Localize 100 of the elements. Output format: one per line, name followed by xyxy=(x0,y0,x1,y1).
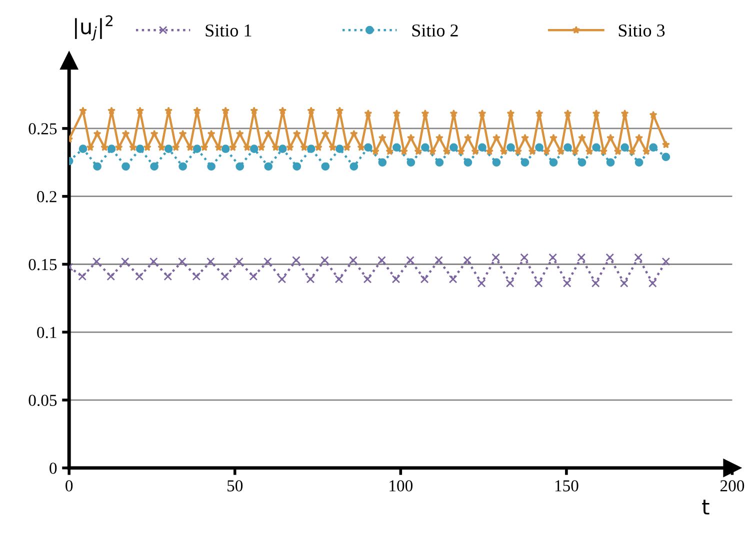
point xyxy=(421,143,430,152)
point xyxy=(350,162,358,171)
y-axis-title: |u$_{j}$|$^{2}$ xyxy=(75,15,112,41)
point xyxy=(591,279,600,288)
point xyxy=(292,256,300,264)
point xyxy=(320,256,329,264)
point xyxy=(506,279,514,288)
point xyxy=(564,143,572,152)
point xyxy=(292,162,302,171)
point xyxy=(264,162,273,171)
point xyxy=(578,158,586,167)
point xyxy=(321,162,330,171)
point xyxy=(278,144,287,153)
point xyxy=(535,143,544,152)
point xyxy=(78,272,87,281)
point xyxy=(207,162,216,171)
y-tick-label: 0.05 xyxy=(28,394,57,406)
point xyxy=(649,143,658,152)
point xyxy=(406,256,414,264)
y-tick-label: 0.25 xyxy=(28,123,57,134)
point xyxy=(548,253,558,262)
point xyxy=(364,143,372,152)
point xyxy=(192,144,202,153)
y-tick-label: 0 xyxy=(50,462,57,474)
y-tick-label: 0.15 xyxy=(28,258,57,270)
point xyxy=(549,158,558,167)
point xyxy=(592,143,600,152)
legend-label: Sitio 3 xyxy=(618,24,665,37)
point xyxy=(150,162,158,171)
point xyxy=(420,275,429,284)
point xyxy=(306,144,316,153)
point xyxy=(478,143,486,152)
point xyxy=(464,158,472,167)
point xyxy=(477,279,486,288)
point xyxy=(221,144,230,153)
point xyxy=(634,158,644,167)
point xyxy=(122,162,130,171)
point xyxy=(434,256,443,264)
point xyxy=(662,257,670,266)
point xyxy=(378,256,386,264)
point xyxy=(492,253,500,262)
point xyxy=(349,256,358,264)
point xyxy=(192,272,201,281)
point xyxy=(534,279,543,288)
point xyxy=(249,272,258,281)
point xyxy=(363,275,372,284)
x-tick-label: 150 xyxy=(555,480,578,492)
point xyxy=(164,144,173,153)
point xyxy=(220,272,230,281)
point xyxy=(206,257,215,266)
point xyxy=(135,272,144,281)
point xyxy=(92,257,101,266)
point xyxy=(106,272,116,281)
legend-label: Sitio 2 xyxy=(412,24,458,37)
point xyxy=(406,158,416,167)
point xyxy=(520,253,528,262)
point xyxy=(450,143,458,152)
point xyxy=(648,279,657,288)
x-tick-label: 0 xyxy=(66,480,73,492)
point xyxy=(178,162,187,171)
point xyxy=(178,257,186,266)
point xyxy=(164,272,172,281)
point xyxy=(250,144,258,153)
point xyxy=(448,275,458,284)
point xyxy=(378,158,387,167)
point xyxy=(235,257,244,266)
point xyxy=(93,162,102,171)
point xyxy=(107,144,116,153)
point xyxy=(606,158,615,167)
y-tick-label: 0.2 xyxy=(37,191,56,202)
point xyxy=(334,275,344,284)
point xyxy=(520,158,530,167)
y-tick-label: 0.1 xyxy=(37,326,56,338)
point xyxy=(620,279,628,288)
point xyxy=(435,158,444,167)
point xyxy=(606,253,614,262)
point xyxy=(306,275,315,284)
point xyxy=(506,143,515,152)
point xyxy=(136,144,144,153)
x-tick-label: 50 xyxy=(228,480,243,492)
point xyxy=(492,158,501,167)
point xyxy=(335,144,344,153)
point xyxy=(392,143,401,152)
point xyxy=(620,143,629,152)
point xyxy=(78,144,88,153)
x-axis-title: t xyxy=(702,500,710,514)
legend-label: Sitio 1 xyxy=(206,24,252,37)
x-tick-label: 200 xyxy=(720,480,744,492)
point xyxy=(634,253,643,262)
point xyxy=(463,256,472,264)
point xyxy=(392,275,400,284)
x-tick-label: 100 xyxy=(390,480,413,492)
point xyxy=(577,253,586,262)
point xyxy=(236,162,244,171)
point xyxy=(278,275,286,284)
point xyxy=(149,257,158,266)
point xyxy=(562,279,572,288)
point xyxy=(120,257,130,266)
point xyxy=(662,152,670,162)
point xyxy=(264,257,272,266)
